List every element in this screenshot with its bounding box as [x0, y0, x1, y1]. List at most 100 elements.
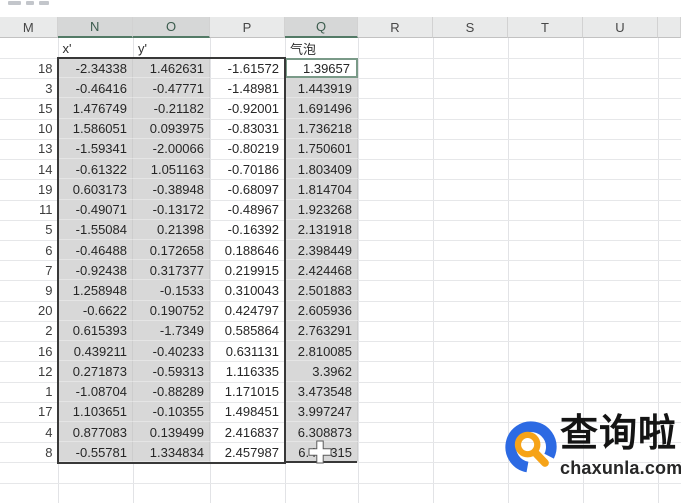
cell[interactable]: 7	[45, 262, 53, 278]
column-header-blank[interactable]	[658, 17, 681, 38]
cell[interactable]: -1.55084	[57, 219, 133, 240]
column-header-N[interactable]: N	[57, 17, 133, 38]
cell[interactable]: -2.34338	[57, 58, 133, 79]
column-header-R[interactable]: R	[358, 17, 433, 38]
cell[interactable]: 2.398449	[285, 239, 358, 261]
cell[interactable]: 1.750601	[285, 138, 358, 160]
cell[interactable]: 2.810085	[285, 341, 358, 362]
cell[interactable]: 2.605936	[285, 300, 358, 321]
cell[interactable]: -0.88289	[133, 381, 210, 402]
column-header-O[interactable]: O	[133, 17, 210, 38]
cell[interactable]: -0.40233	[133, 341, 210, 362]
cell[interactable]: -0.47771	[133, 78, 210, 99]
cell[interactable]: 1.334834	[133, 442, 210, 463]
cell[interactable]: -1.08704	[57, 381, 133, 402]
cell[interactable]: 4	[45, 424, 53, 440]
cell[interactable]: 0.139499	[133, 421, 210, 443]
cell[interactable]: 11	[39, 202, 53, 218]
cell[interactable]: -2.00066	[133, 138, 210, 160]
cell[interactable]: 0.585864	[224, 323, 279, 339]
column-header-S[interactable]: S	[433, 17, 508, 38]
cell[interactable]: 9	[45, 283, 53, 299]
cell[interactable]: 0.190752	[133, 300, 210, 321]
cell[interactable]: 2	[45, 323, 53, 339]
cell[interactable]: 1.103651	[57, 401, 133, 422]
cell[interactable]: 0.439211	[57, 341, 133, 362]
cell[interactable]: 1	[45, 384, 53, 400]
cell[interactable]: 15	[38, 101, 53, 117]
cell[interactable]: 0.271873	[57, 361, 133, 382]
cell[interactable]: 17	[38, 404, 53, 420]
cell[interactable]: 1.586051	[57, 118, 133, 139]
cell[interactable]: 16	[38, 343, 53, 359]
cell[interactable]: 1.476749	[57, 98, 133, 119]
cell[interactable]: 6.308873	[285, 421, 358, 443]
cell[interactable]: 0.877083	[57, 421, 133, 443]
cell[interactable]: -0.38948	[133, 179, 210, 200]
cell[interactable]: 2.501883	[285, 280, 358, 301]
cell[interactable]: 1.116335	[225, 363, 279, 379]
cell[interactable]: -0.68097	[227, 181, 279, 197]
cell[interactable]: 0.172658	[133, 239, 210, 261]
cell[interactable]: -0.6622	[57, 300, 133, 321]
cell[interactable]: -0.46488	[57, 239, 133, 261]
cell[interactable]: -0.92438	[57, 260, 133, 281]
cell[interactable]: -0.80219	[227, 141, 279, 157]
cell[interactable]: 0.603173	[57, 179, 133, 200]
cell[interactable]: 13	[38, 141, 53, 157]
cell[interactable]: 1.923268	[285, 199, 358, 220]
cell[interactable]: 1.814704	[285, 179, 358, 200]
cell[interactable]: 5	[45, 222, 53, 238]
cell[interactable]: 0.188646	[224, 242, 279, 258]
column-header-P[interactable]: P	[210, 17, 285, 38]
cell[interactable]: 2.424468	[285, 260, 358, 281]
column-header-M[interactable]: M	[0, 17, 58, 38]
cell[interactable]: 8	[45, 444, 53, 460]
cell[interactable]: 0.310043	[224, 283, 279, 299]
cell[interactable]: 3.3962	[285, 361, 358, 382]
cell[interactable]: -0.59313	[133, 361, 210, 382]
field-label-x-prime[interactable]: x'	[62, 40, 72, 56]
cell[interactable]: 1.462631	[133, 58, 210, 79]
cell[interactable]: 2.131918	[285, 219, 358, 240]
cell[interactable]: 0.317377	[133, 260, 210, 281]
cell[interactable]: -0.49071	[57, 199, 133, 220]
cell[interactable]: 1.171015	[224, 384, 279, 400]
cell[interactable]: 1.258948	[57, 280, 133, 301]
cell[interactable]: 6	[45, 242, 53, 258]
cell[interactable]: -0.83031	[227, 121, 279, 137]
cell[interactable]: -0.10355	[133, 401, 210, 422]
cell[interactable]: 0.615393	[57, 320, 133, 342]
cell[interactable]: 19	[38, 181, 53, 197]
cell[interactable]: 0.093975	[133, 118, 210, 139]
column-header-U[interactable]: U	[583, 17, 658, 38]
cell[interactable]: -0.70186	[227, 161, 279, 177]
cell[interactable]: 10	[38, 121, 53, 137]
cell[interactable]: -0.92001	[227, 101, 279, 117]
cell[interactable]: 18	[38, 60, 53, 76]
cell[interactable]: 6.4 315	[285, 442, 358, 463]
cell[interactable]: -1.7349	[133, 320, 210, 342]
cell[interactable]: 1.736218	[285, 118, 358, 139]
cell[interactable]: 2.763291	[285, 320, 358, 342]
cell[interactable]: -0.16392	[227, 222, 279, 238]
cell[interactable]: 20	[38, 303, 53, 319]
cell[interactable]: 0.631131	[225, 343, 279, 359]
cell[interactable]: 1.691496	[285, 98, 358, 119]
cell[interactable]: 3.997247	[285, 401, 358, 422]
cell[interactable]: 3	[45, 80, 53, 96]
cell[interactable]: -0.61322	[57, 159, 133, 180]
cell[interactable]: -0.48967	[227, 202, 279, 218]
cell[interactable]: -0.1533	[133, 280, 210, 301]
column-header-T[interactable]: T	[508, 17, 583, 38]
field-label-y-prime[interactable]: y'	[138, 40, 147, 56]
cell[interactable]: 1.498451	[224, 404, 279, 420]
cell[interactable]: -0.46416	[57, 78, 133, 99]
cell[interactable]: 0.21398	[133, 219, 210, 240]
cell[interactable]: -1.61572	[227, 60, 279, 76]
cell[interactable]: 1.803409	[285, 159, 358, 180]
cell[interactable]: 1.443919	[285, 78, 358, 99]
cell[interactable]: 12	[38, 363, 53, 379]
cell[interactable]: -1.48981	[227, 80, 279, 96]
column-header-Q[interactable]: Q	[285, 17, 358, 38]
